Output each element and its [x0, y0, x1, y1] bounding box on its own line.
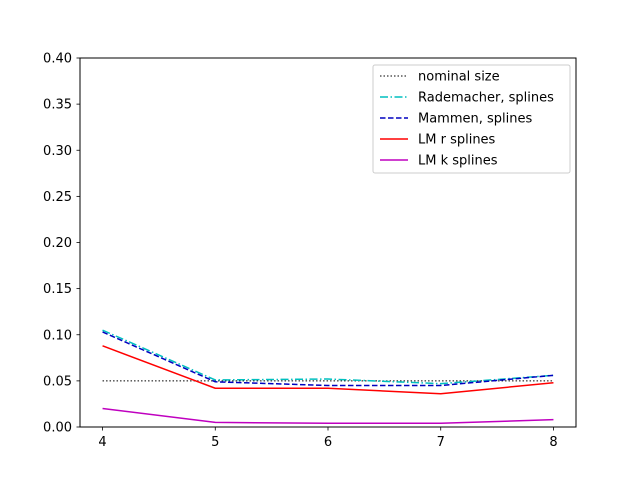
y-tick-label: 0.30 — [43, 144, 72, 159]
legend-label: LM r splines — [418, 133, 496, 148]
series-line-3 — [102, 345, 554, 395]
legend-label: nominal size — [418, 70, 500, 85]
y-tick-label: 0.35 — [43, 98, 72, 113]
y-tick-label: 0.20 — [43, 236, 72, 251]
legend: nominal size Rademacher, splines Mammen, s… — [372, 64, 571, 174]
y-tick-label: 0.00 — [43, 421, 72, 436]
y-tick-label: 0.10 — [43, 328, 72, 343]
y-tick-label: 0.25 — [43, 190, 72, 205]
x-tick-label: 5 — [211, 435, 219, 450]
legend-label: Mammen, splines — [418, 112, 532, 127]
y-tick-label: 0.40 — [43, 52, 72, 67]
legend-box — [372, 64, 571, 174]
series-line-2 — [102, 331, 554, 387]
y-tick-label: 0.05 — [43, 374, 72, 389]
legend-label: Rademacher, splines — [418, 91, 554, 106]
series-layer — [102, 329, 554, 425]
legend-label: LM k splines — [418, 154, 498, 169]
series-line-1 — [102, 329, 554, 385]
y-tick-label: 0.15 — [43, 282, 72, 297]
x-tick-label: 7 — [437, 435, 445, 450]
x-tick-label: 4 — [98, 435, 106, 450]
x-tick-label: 8 — [549, 435, 557, 450]
ticks-layer: 4 5 6 7 8 0.00 0.05 0.10 0.15 0.20 0.25 0.30 0.35 0.4… — [43, 52, 558, 451]
x-tick-label: 6 — [324, 435, 332, 450]
series-line-4 — [102, 407, 554, 425]
